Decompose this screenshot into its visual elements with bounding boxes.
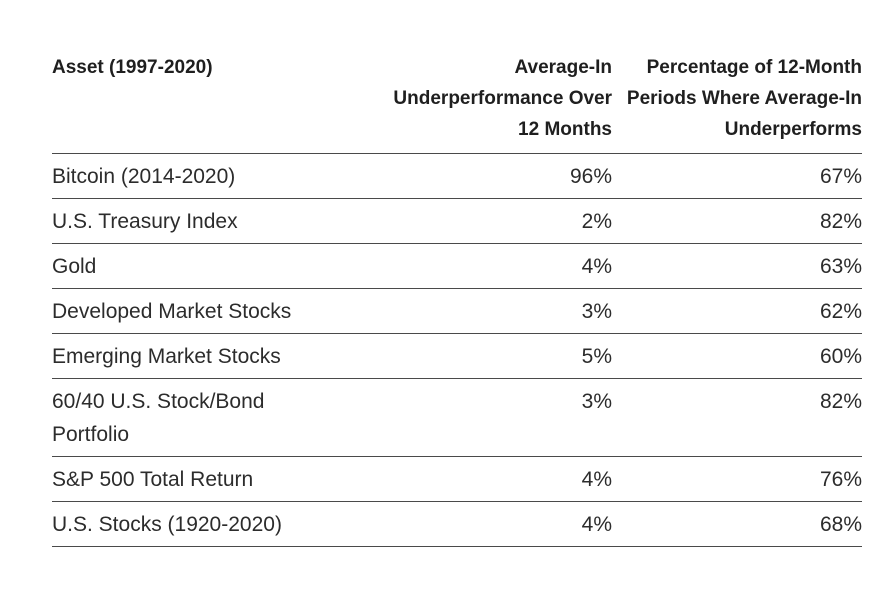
asset-label: Developed Market Stocks: [52, 300, 292, 323]
table-row: Developed Market Stocks 3% 62%: [52, 288, 862, 334]
header-percent-periods: Percentage of 12-Month Periods Where Ave…: [612, 52, 862, 154]
asset-label: Gold: [52, 255, 97, 278]
header-underperformance-line: Average-In: [514, 57, 613, 78]
header-underperformance-line: Underperformance Over: [393, 88, 612, 109]
table-header-row: Asset (1997-2020) Average-In Underperfor…: [52, 52, 862, 154]
table-row: 60/40 U.S. Stock/Bond Portfolio 3% 82%: [52, 378, 862, 457]
underperformance-cell: 96%: [382, 153, 612, 199]
underperformance-cell: 3%: [382, 288, 612, 334]
header-underperformance: Average-In Underperformance Over 12 Mont…: [382, 52, 612, 154]
table-row: S&P 500 Total Return 4% 76%: [52, 456, 862, 502]
asset-cell: 60/40 U.S. Stock/Bond Portfolio: [52, 378, 382, 457]
asset-label: U.S. Treasury Index: [52, 210, 238, 233]
percent-periods-cell: 82%: [612, 198, 862, 244]
table-row: U.S. Stocks (1920-2020) 4% 68%: [52, 501, 862, 547]
underperformance-cell: 4%: [382, 501, 612, 547]
percent-periods-cell: 68%: [612, 501, 862, 547]
underperformance-cell: 4%: [382, 456, 612, 502]
percent-periods-cell: 63%: [612, 243, 862, 289]
asset-cell: Emerging Market Stocks: [52, 333, 382, 379]
table-row: Gold 4% 63%: [52, 243, 862, 289]
underperformance-cell: 5%: [382, 333, 612, 379]
asset-underperformance-table: Asset (1997-2020) Average-In Underperfor…: [52, 52, 862, 547]
asset-label: S&P 500 Total Return: [52, 468, 254, 491]
header-asset: Asset (1997-2020): [52, 52, 382, 154]
asset-cell: S&P 500 Total Return: [52, 456, 382, 502]
asset-label: U.S. Stocks (1920-2020): [52, 513, 282, 536]
header-asset-line: Asset (1997-2020): [52, 57, 213, 78]
percent-periods-cell: 62%: [612, 288, 862, 334]
header-underperformance-line: 12 Months: [518, 119, 612, 140]
header-percent-periods-line: Periods Where Average-In: [626, 88, 862, 109]
percent-periods-cell: 67%: [612, 153, 862, 199]
asset-cell: Developed Market Stocks: [52, 288, 382, 334]
asset-label: Emerging Market Stocks: [52, 345, 281, 368]
underperformance-cell: 4%: [382, 243, 612, 289]
header-percent-periods-line: Percentage of 12-Month: [646, 57, 862, 78]
table-row: Bitcoin (2014-2020) 96% 67%: [52, 153, 862, 199]
table-row: Emerging Market Stocks 5% 60%: [52, 333, 862, 379]
asset-label: 60/40 U.S. Stock/Bond: [52, 390, 265, 413]
asset-label: Bitcoin (2014-2020): [52, 165, 236, 188]
underperformance-cell: 2%: [382, 198, 612, 244]
underperformance-cell: 3%: [382, 378, 612, 457]
asset-cell: U.S. Treasury Index: [52, 198, 382, 244]
asset-label: Portfolio: [52, 423, 130, 446]
table-row: U.S. Treasury Index 2% 82%: [52, 198, 862, 244]
asset-cell: Gold: [52, 243, 382, 289]
percent-periods-cell: 60%: [612, 333, 862, 379]
asset-cell: Bitcoin (2014-2020): [52, 153, 382, 199]
asset-cell: U.S. Stocks (1920-2020): [52, 501, 382, 547]
percent-periods-cell: 76%: [612, 456, 862, 502]
header-percent-periods-line: Underperforms: [724, 119, 862, 140]
percent-periods-cell: 82%: [612, 378, 862, 457]
